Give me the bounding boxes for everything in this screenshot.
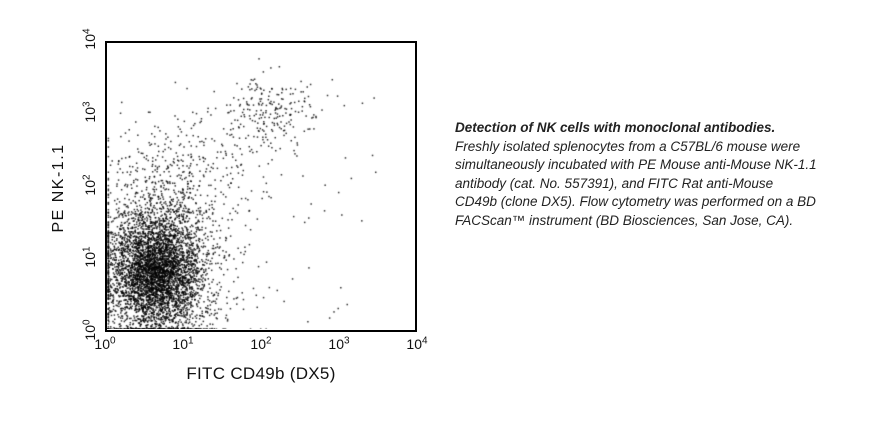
caption-line: FACScan™ instrument (BD Biosciences, San… bbox=[455, 212, 794, 228]
x-tick-3: 103 bbox=[317, 336, 361, 352]
tick-label: 103 bbox=[328, 335, 350, 352]
caption-line: simultaneously incubated with PE Mouse a… bbox=[455, 157, 817, 173]
tick-label: 102 bbox=[250, 335, 272, 352]
tick-label: 102 bbox=[81, 173, 98, 196]
scatter-canvas bbox=[107, 43, 414, 329]
caption-title: Detection of NK cells with monoclonal an… bbox=[455, 120, 776, 135]
tick-label: 104 bbox=[81, 28, 98, 50]
x-tick-2: 102 bbox=[239, 336, 283, 352]
tick-label: 101 bbox=[172, 335, 194, 352]
caption-line: CD49b (clone DX5). Flow cytometry was pe… bbox=[455, 194, 816, 210]
tick-label: 104 bbox=[406, 335, 428, 352]
y-tick-4: 104 bbox=[81, 17, 98, 61]
tick-label: 100 bbox=[94, 335, 116, 352]
x-tick-1: 101 bbox=[161, 336, 205, 352]
tick-label: 101 bbox=[81, 246, 98, 268]
x-tick-0: 100 bbox=[83, 336, 127, 352]
figure-caption: Detection of NK cells with monoclonal an… bbox=[455, 119, 860, 231]
x-tick-4: 104 bbox=[395, 336, 439, 352]
x-axis-title: FITC CD49b (DX5) bbox=[186, 364, 336, 383]
tick-label: 100 bbox=[81, 319, 98, 341]
y-tick-1: 101 bbox=[81, 235, 98, 279]
y-tick-3: 103 bbox=[81, 90, 98, 134]
tick-label: 103 bbox=[81, 101, 98, 123]
caption-body: Freshly isolated splenocytes from a C57B… bbox=[455, 138, 860, 231]
caption-line: Freshly isolated splenocytes from a C57B… bbox=[455, 138, 801, 154]
plot-frame bbox=[105, 41, 417, 332]
caption-line: antibody (cat. No. 557391), and FITC Rat… bbox=[455, 175, 774, 191]
y-tick-0: 100 bbox=[81, 308, 98, 352]
y-axis-title: PE NK-1.1 bbox=[50, 143, 67, 233]
y-tick-2: 102 bbox=[81, 163, 98, 207]
